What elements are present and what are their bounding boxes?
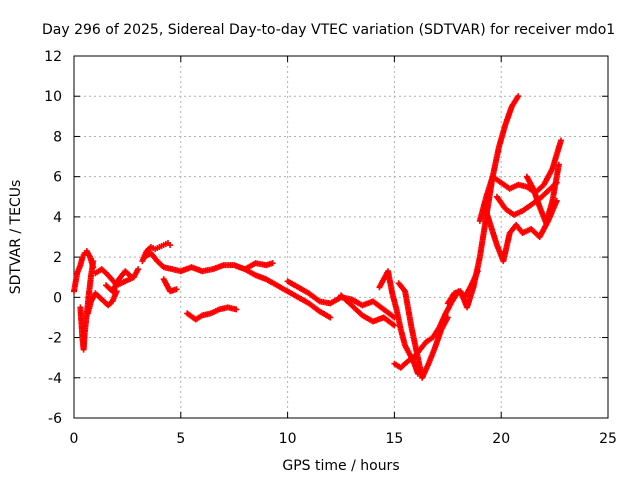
data-point	[555, 161, 562, 168]
x-axis-label: GPS time / hours	[282, 458, 399, 474]
x-tick-label: 5	[176, 431, 185, 447]
x-tick-label: 15	[385, 431, 403, 447]
y-tick-label: 6	[53, 170, 62, 186]
data-point	[135, 266, 142, 273]
y-tick-label: -2	[48, 331, 62, 347]
x-tick-label: 20	[492, 431, 510, 447]
data-point	[128, 274, 135, 281]
plot-frame	[73, 55, 609, 419]
data-point	[90, 258, 97, 265]
data-point	[233, 306, 240, 313]
y-tick-label: 10	[44, 89, 62, 105]
y-tick-label: 8	[53, 129, 62, 145]
y-tick-label: 4	[53, 210, 62, 226]
data-point	[558, 137, 565, 144]
data-point	[173, 286, 180, 293]
x-tick-label: 10	[279, 431, 297, 447]
y-axis-label: SDTVAR / TECUs	[8, 180, 24, 295]
data-point	[269, 260, 276, 267]
x-tick-label: 0	[70, 431, 79, 447]
axis-ticks: 0 5 10 15 20 25 -6 -4 -2 0 2 4 6 8 10 12	[44, 49, 617, 447]
data-point	[515, 93, 522, 100]
data-point	[327, 314, 334, 321]
chart-title: Day 296 of 2025, Sidereal Day-to-day VTE…	[42, 22, 615, 38]
x-tick-label: 25	[599, 431, 617, 447]
y-tick-label: 0	[53, 290, 62, 306]
y-tick-label: -6	[48, 411, 62, 427]
data-point	[167, 242, 174, 249]
y-tick-label: -4	[48, 371, 62, 387]
y-tick-label: 2	[53, 250, 62, 266]
y-tick-label: 12	[44, 49, 62, 65]
data-point	[391, 322, 398, 329]
data-points	[71, 93, 565, 381]
grid-lines	[74, 56, 608, 418]
